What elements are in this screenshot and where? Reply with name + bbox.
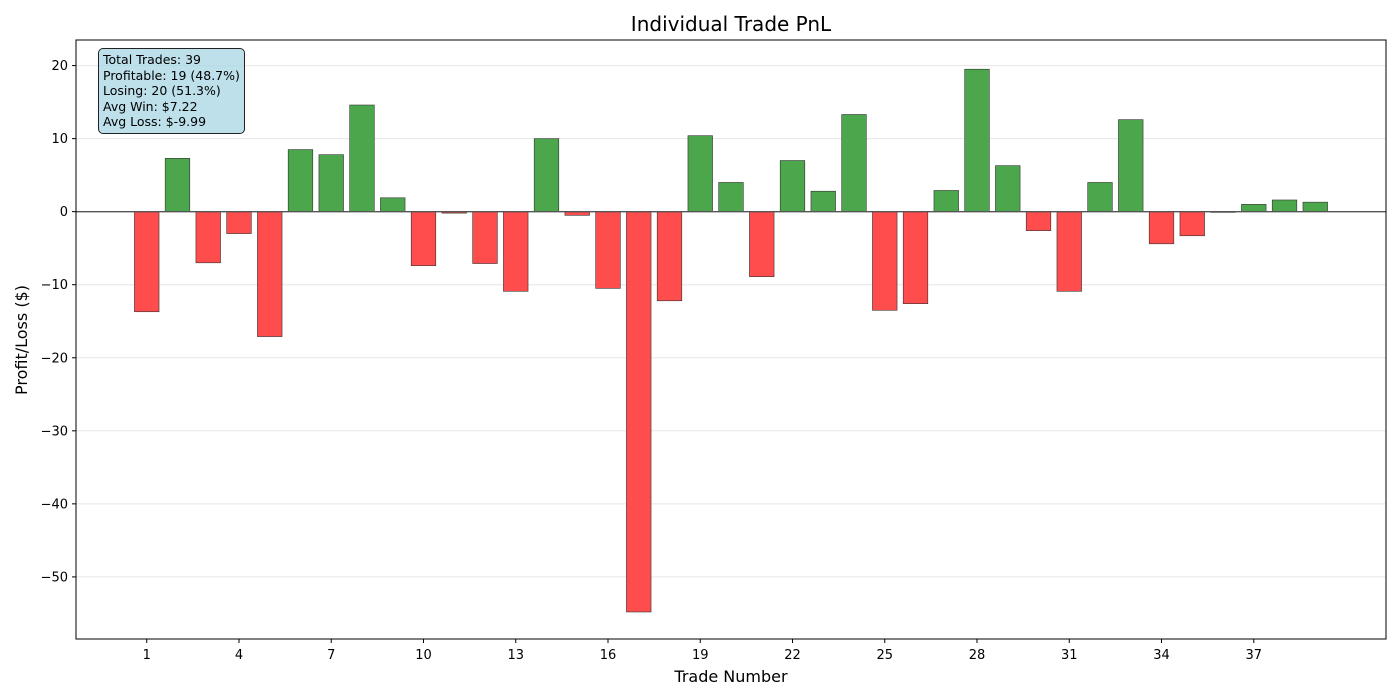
y-tick-label: −40 <box>41 497 68 512</box>
bar <box>933 190 959 212</box>
x-tick-label: 4 <box>235 648 243 663</box>
bar <box>749 211 775 277</box>
bar <box>626 211 652 613</box>
bar <box>226 211 252 234</box>
x-tick-label: 31 <box>1061 648 1078 663</box>
bar <box>995 165 1021 212</box>
bar <box>964 68 990 212</box>
x-tick-label: 28 <box>969 648 986 663</box>
y-tick-label: 10 <box>51 132 68 147</box>
bar <box>841 114 867 212</box>
y-tick-label: −30 <box>41 424 68 439</box>
bar <box>779 160 806 212</box>
bar <box>1087 182 1113 212</box>
y-tick-label: 0 <box>60 205 68 220</box>
stats-avg-loss: Avg Loss: $-9.99 <box>103 114 207 129</box>
bar <box>195 211 221 264</box>
x-tick-label: 7 <box>327 648 335 663</box>
x-tick-label: 34 <box>1153 648 1170 663</box>
bar <box>1118 119 1144 212</box>
axes-overlay: 20 10 0 −10 −20 −30 −40 −50 1 4 7 10 13 16 19 22 25 28 31 3… <box>41 39 1387 663</box>
bar <box>1302 201 1328 212</box>
bar <box>1148 211 1175 245</box>
bar <box>257 211 283 337</box>
bar <box>1025 211 1052 231</box>
stats-box: Total Trades: 39 Profitable: 19 (48.7%) … <box>98 48 245 134</box>
bar <box>349 104 375 212</box>
x-tick-label: 1 <box>143 648 151 663</box>
bar <box>1179 211 1205 237</box>
y-axis-label: Profit/Loss ($) <box>12 285 31 395</box>
stats-total-trades: Total Trades: 39 <box>103 52 201 67</box>
bar <box>1241 204 1267 212</box>
bar <box>1056 211 1082 292</box>
x-tick-label: 25 <box>876 648 893 663</box>
stats-avg-win: Avg Win: $7.22 <box>103 98 198 114</box>
bar <box>503 211 529 292</box>
x-tick-label: 13 <box>507 648 524 663</box>
bar <box>164 158 191 212</box>
x-tick-label: 19 <box>692 648 709 663</box>
y-tick-label: −20 <box>41 351 68 366</box>
bar <box>318 154 344 212</box>
bar <box>287 149 314 212</box>
bar <box>902 211 929 305</box>
bar <box>380 197 406 212</box>
bar <box>872 211 898 311</box>
bar <box>472 211 498 264</box>
bar <box>1271 199 1298 212</box>
stats-profitable: Profitable: 19 (48.7%) <box>103 67 240 83</box>
x-axis-label: Trade Number <box>673 667 788 686</box>
y-tick-label: −50 <box>41 570 68 585</box>
bar <box>134 211 160 313</box>
x-tick-label: 37 <box>1245 648 1262 663</box>
x-tick-label: 10 <box>415 648 432 663</box>
y-tick-label: −10 <box>41 278 68 293</box>
x-tick-label: 16 <box>600 648 617 663</box>
bar <box>595 211 621 289</box>
bar <box>687 135 713 212</box>
x-tick-label: 22 <box>784 648 801 663</box>
bar <box>656 211 683 302</box>
bars <box>134 68 1328 613</box>
chart-title: Individual Trade PnL <box>631 12 832 36</box>
bar <box>718 182 744 212</box>
bar <box>533 138 560 212</box>
bar <box>810 190 836 212</box>
y-tick-label: 20 <box>51 59 68 74</box>
bar <box>410 211 437 267</box>
axes-frame <box>75 39 1387 640</box>
stats-losing: Losing: 20 (51.3%) <box>103 83 221 98</box>
